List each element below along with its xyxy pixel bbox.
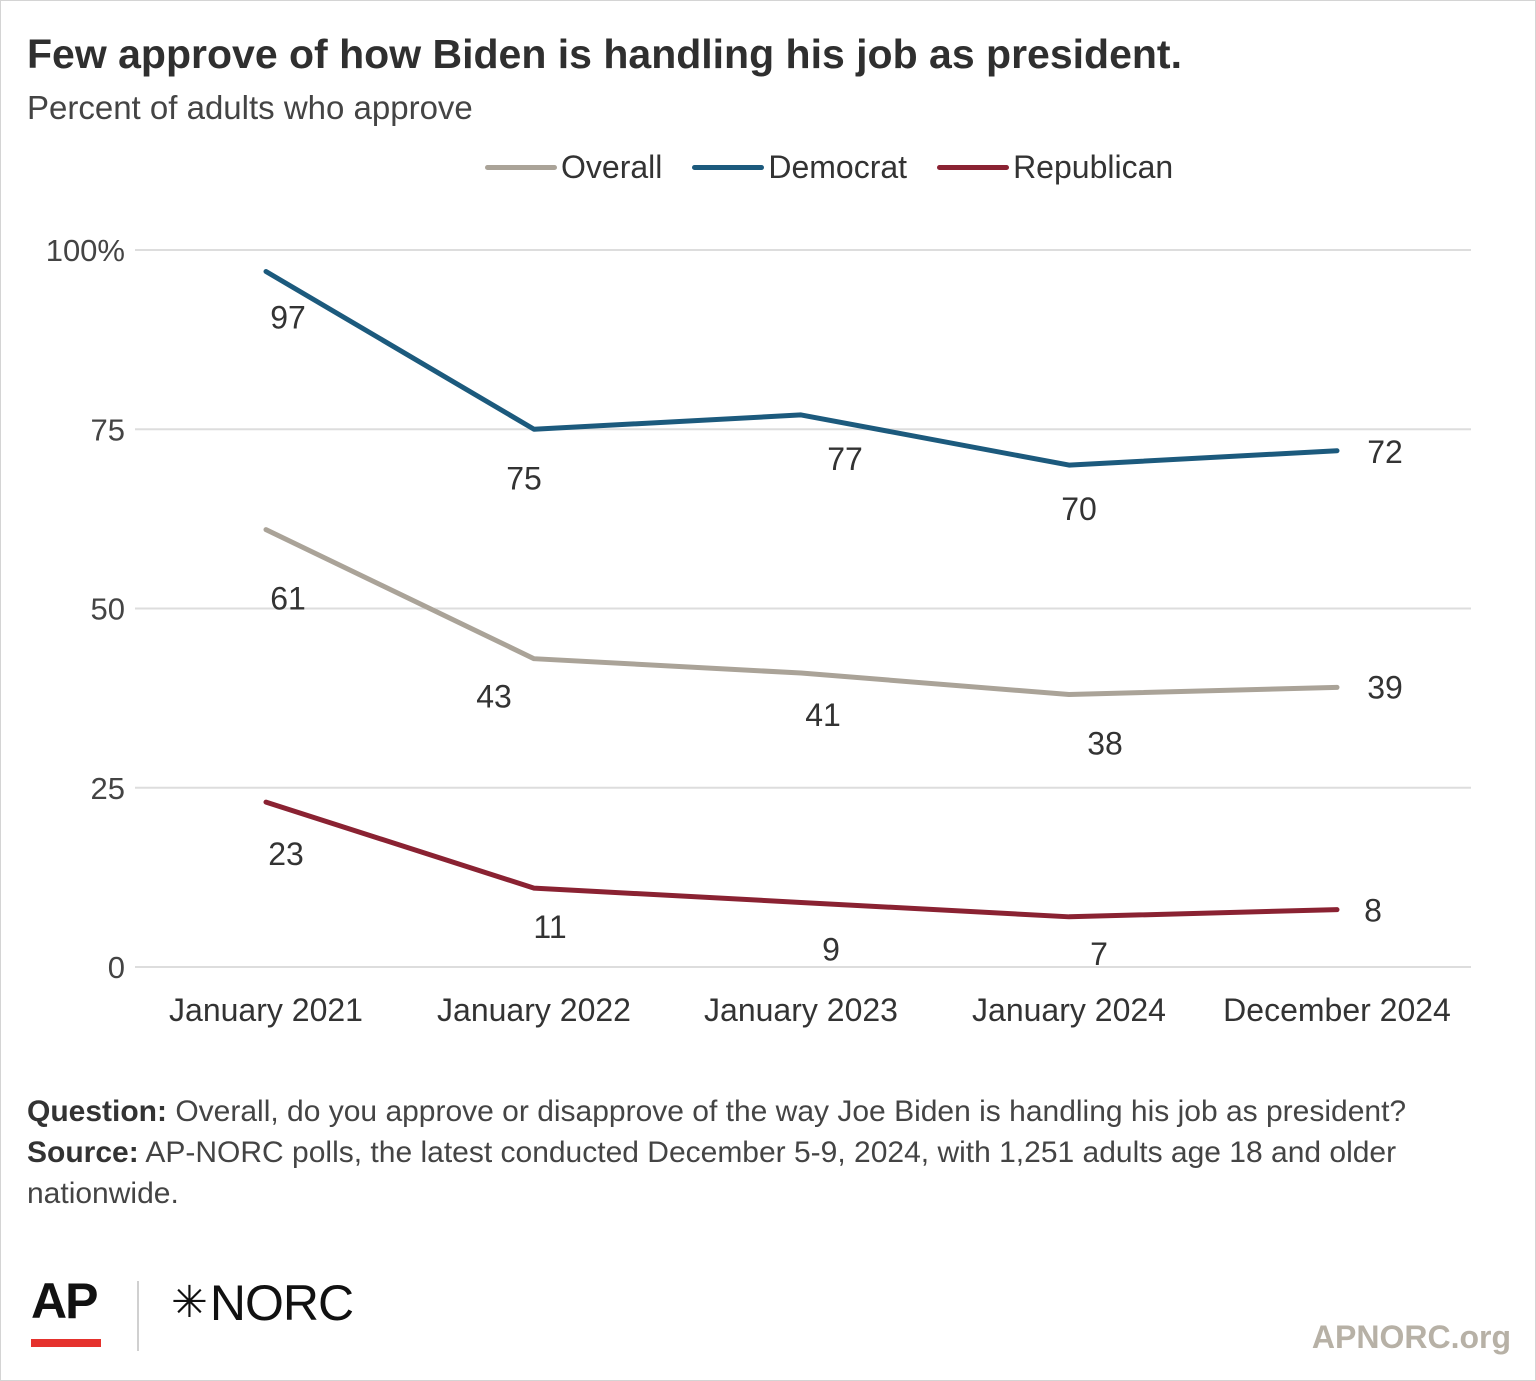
question-label: Question: bbox=[27, 1095, 167, 1128]
series-line-democrat bbox=[263, 269, 1340, 468]
x-tick-label: January 2024 bbox=[972, 992, 1166, 1028]
data-label-republican: 7 bbox=[1090, 936, 1108, 972]
norc-star-icon: ✳ bbox=[171, 1278, 208, 1327]
chart-legend: Overall Democrat Republican bbox=[485, 147, 1203, 187]
x-tick-label: January 2021 bbox=[169, 992, 363, 1028]
legend-swatch-overall bbox=[485, 164, 557, 170]
legend-swatch-democrat bbox=[692, 164, 765, 170]
norc-logo: ✳ NORC bbox=[171, 1275, 354, 1331]
line-chart: 100% 75 50 25 0 January 2021 January 2022 Janua… bbox=[46, 233, 1471, 1028]
chart-subtitle: Percent of adults who approve bbox=[27, 89, 473, 126]
legend-swatch-republican bbox=[937, 164, 1010, 170]
logos: AP ✳ NORC bbox=[31, 1273, 391, 1353]
legend-label-democrat: Democrat bbox=[768, 148, 908, 185]
data-label-democrat: 70 bbox=[1061, 491, 1097, 527]
question-note: Question: Overall, do you approve or dis… bbox=[27, 1091, 1497, 1132]
source-label: Source: bbox=[27, 1136, 139, 1169]
data-label-overall: 43 bbox=[476, 679, 512, 715]
source-text: AP-NORC polls, the latest conducted Dece… bbox=[27, 1136, 1397, 1210]
series-line-overall bbox=[263, 527, 1340, 698]
question-text: Overall, do you approve or disapprove of… bbox=[167, 1095, 1407, 1128]
data-label-overall: 38 bbox=[1087, 726, 1123, 762]
legend-item-republican: Republican bbox=[937, 149, 1173, 186]
data-label-overall: 41 bbox=[805, 697, 841, 733]
x-tick-label: January 2023 bbox=[704, 992, 898, 1028]
legend-label-republican: Republican bbox=[1013, 148, 1174, 185]
data-label-republican: 8 bbox=[1364, 893, 1382, 929]
data-label-overall: 39 bbox=[1367, 669, 1403, 705]
norc-logo-text: NORC bbox=[209, 1275, 354, 1331]
x-tick-label: January 2022 bbox=[437, 992, 631, 1028]
data-label-republican: 9 bbox=[822, 931, 840, 967]
chart-title: Few approve of how Biden is handling his… bbox=[27, 31, 1182, 77]
site-url: APNORC.org bbox=[1311, 1319, 1511, 1355]
y-tick-label: 50 bbox=[91, 592, 125, 627]
data-label-democrat: 75 bbox=[506, 460, 542, 496]
data-label-republican: 23 bbox=[268, 836, 304, 872]
chart-notes: Question: Overall, do you approve or dis… bbox=[27, 1091, 1497, 1214]
logo-divider bbox=[137, 1281, 139, 1351]
source-note: Source: AP-NORC polls, the latest conduc… bbox=[27, 1132, 1497, 1214]
y-tick-label: 75 bbox=[91, 412, 125, 447]
x-tick-label: December 2024 bbox=[1223, 992, 1451, 1028]
ap-logo-text: AP bbox=[31, 1273, 98, 1329]
legend-item-overall: Overall bbox=[485, 149, 662, 186]
legend-label-overall: Overall bbox=[561, 148, 663, 185]
data-label-democrat: 97 bbox=[270, 300, 306, 336]
legend-item-democrat: Democrat bbox=[692, 149, 907, 186]
y-tick-label: 25 bbox=[91, 771, 125, 806]
data-label-democrat: 77 bbox=[827, 441, 863, 477]
ap-logo: AP bbox=[31, 1273, 101, 1329]
ap-logo-bar bbox=[31, 1339, 101, 1347]
data-label-overall: 61 bbox=[270, 581, 306, 617]
y-tick-label: 0 bbox=[108, 950, 125, 985]
y-tick-label: 100% bbox=[46, 233, 125, 268]
data-label-republican: 11 bbox=[533, 909, 566, 945]
data-label-democrat: 72 bbox=[1367, 434, 1403, 470]
series-line-republican bbox=[263, 799, 1340, 920]
